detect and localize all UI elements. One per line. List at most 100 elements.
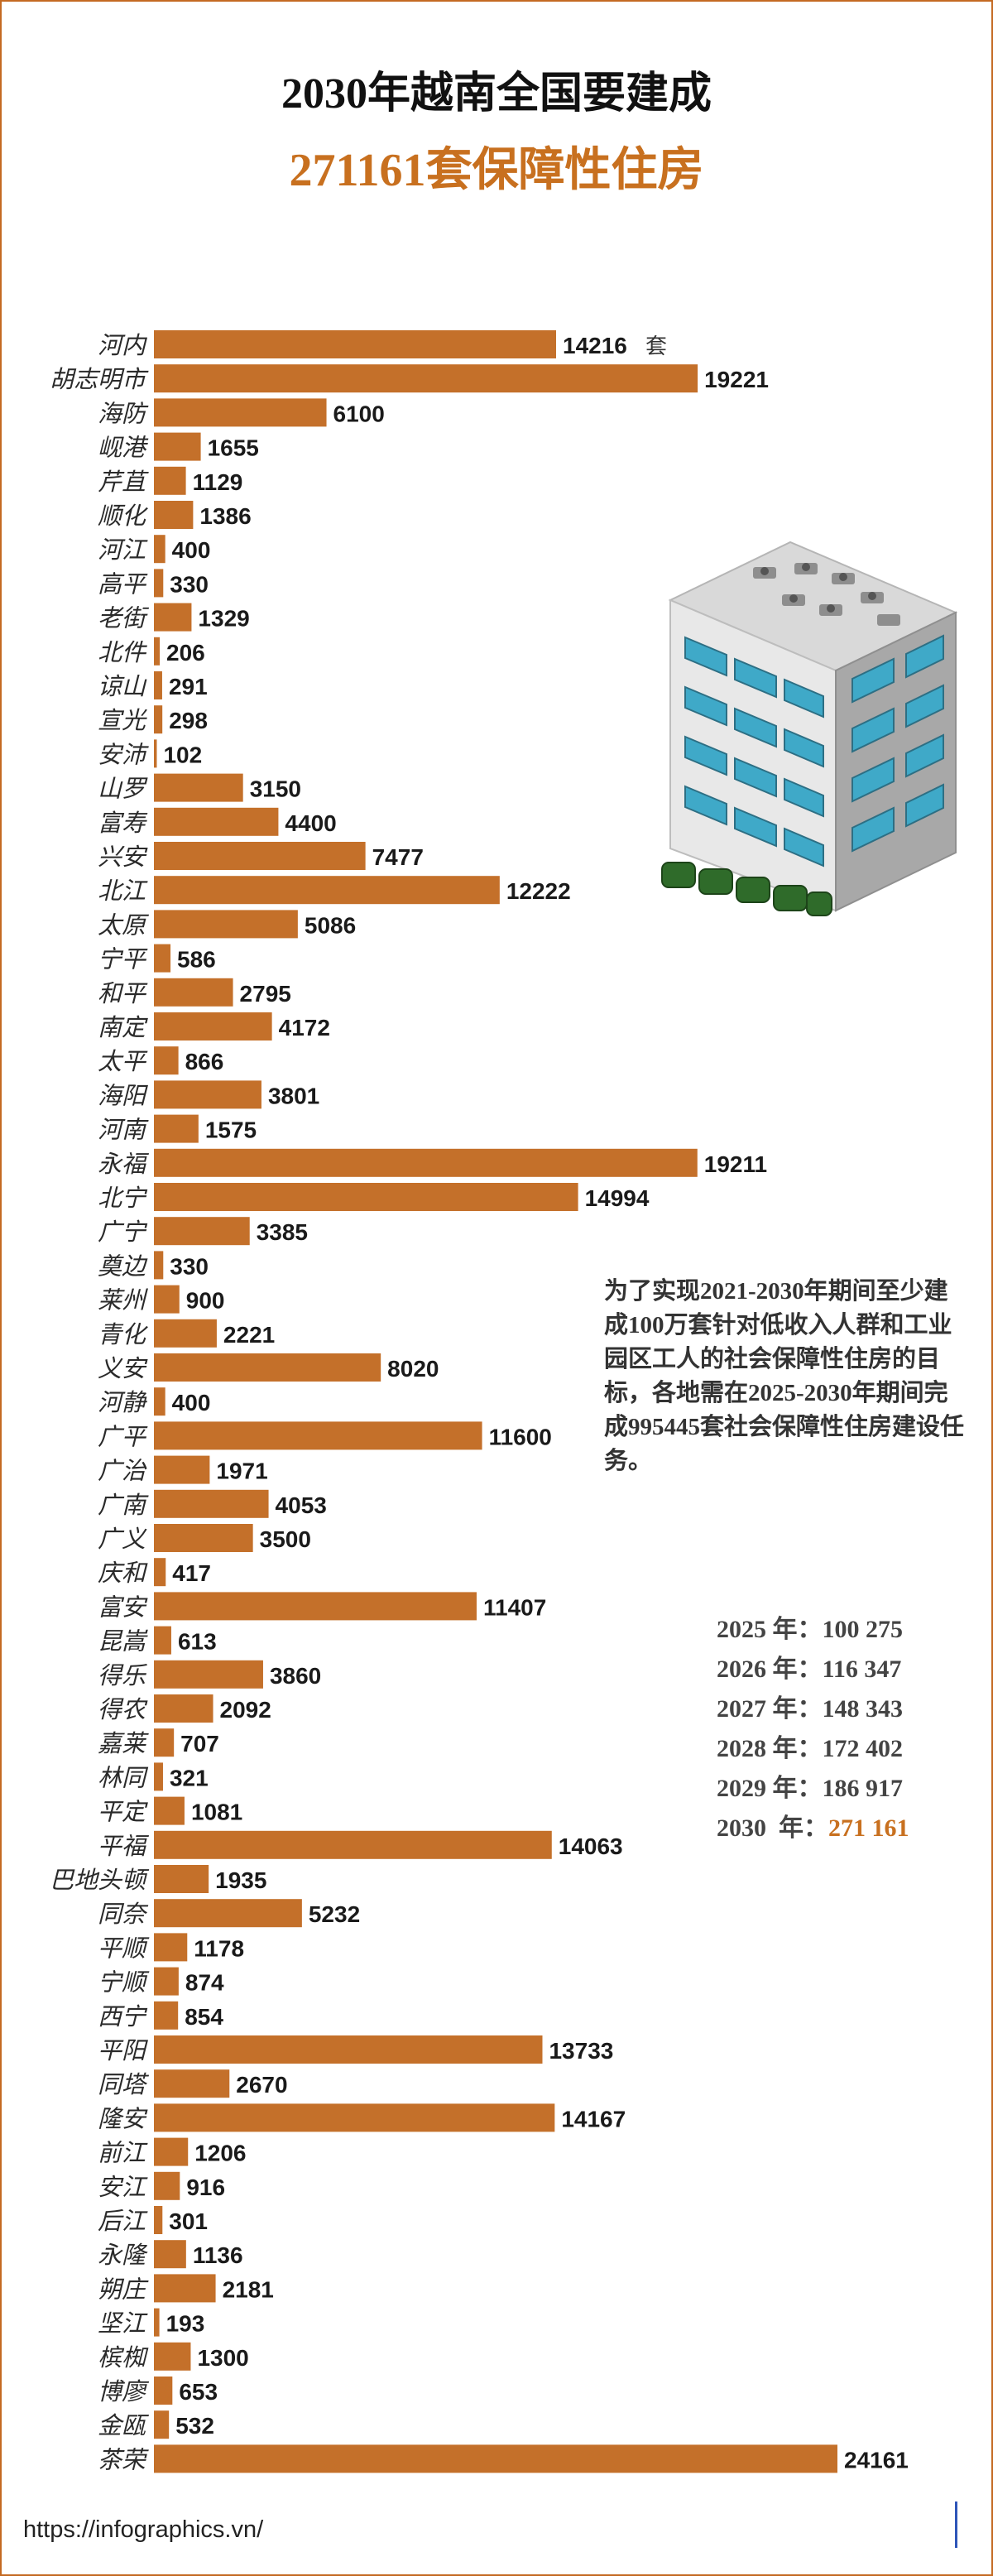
value-label: 102 [163, 742, 202, 767]
bar [154, 1217, 250, 1246]
bar [154, 569, 164, 598]
value-label: 916 [186, 2175, 225, 2200]
bar [154, 2342, 191, 2371]
value-label: 13733 [549, 2038, 613, 2064]
year-row-2028: 2028 年：172 402 [717, 1735, 903, 1762]
category-label: 富寿 [98, 809, 148, 837]
value-label: 1206 [194, 2141, 246, 2166]
year-row-2029: 2029 年：186 917 [717, 1775, 903, 1802]
value-label: 14994 [585, 1185, 650, 1211]
category-label: 朔庄 [98, 2275, 149, 2303]
value-label: 193 [166, 2311, 205, 2337]
category-label: 金瓯 [98, 2411, 150, 2439]
category-label: 永福 [98, 1150, 150, 1178]
value-label: 298 [169, 708, 208, 733]
category-label: 广治 [98, 1457, 147, 1485]
category-label: 后江 [98, 2207, 148, 2235]
bar [154, 1421, 482, 1450]
bar [154, 1830, 552, 1859]
value-label: 24161 [844, 2447, 909, 2473]
category-label: 庆和 [98, 1559, 148, 1587]
value-label: 3385 [257, 1219, 308, 1245]
category-label: 博廖 [98, 2377, 150, 2405]
value-label: 14167 [561, 2106, 626, 2131]
category-label: 海防 [98, 399, 149, 427]
category-label: 前江 [98, 2139, 148, 2167]
category-label: 北件 [98, 638, 147, 666]
category-label: 嘉莱 [98, 1729, 149, 1757]
value-label: 2092 [220, 1697, 271, 1723]
value-label: 1935 [215, 1867, 266, 1893]
category-label: 坚江 [98, 2309, 148, 2338]
bar [154, 1592, 477, 1621]
value-label: 1971 [216, 1459, 267, 1484]
category-label: 莱州 [98, 1286, 148, 1314]
value-label: 613 [178, 1629, 217, 1655]
bar [154, 2137, 189, 2166]
value-label: 2221 [223, 1322, 275, 1348]
bar [154, 1626, 171, 1655]
category-label: 永隆 [98, 2241, 148, 2269]
bar [154, 330, 557, 358]
bar [154, 1796, 185, 1825]
category-label: 安江 [98, 2173, 148, 2201]
category-label: 兴安 [98, 843, 148, 871]
category-label: 河江 [98, 536, 148, 564]
category-label: 林同 [98, 1763, 149, 1791]
value-label: 2670 [236, 2072, 287, 2098]
value-label: 4400 [285, 810, 336, 836]
value-label: 532 [175, 2413, 214, 2439]
bar [154, 2206, 163, 2234]
value-label: 206 [166, 640, 205, 666]
category-label: 平阳 [98, 2036, 148, 2064]
bar [154, 1285, 180, 1314]
category-label: 青化 [98, 1320, 148, 1348]
bar [154, 1660, 263, 1689]
bar [154, 1114, 199, 1143]
category-label: 隆安 [98, 2104, 148, 2132]
category-label: 和平 [98, 979, 148, 1007]
bar [154, 739, 157, 768]
value-label: 854 [185, 2004, 223, 2030]
value-label: 417 [172, 1560, 211, 1586]
value-label: 5232 [309, 1901, 360, 1927]
category-label: 宣光 [98, 706, 147, 734]
bar [154, 978, 233, 1007]
bar [154, 364, 698, 393]
category-label: 平福 [98, 1832, 150, 1860]
source-link[interactable]: https://infographics.vn/ [23, 2516, 264, 2543]
category-label: 广义 [98, 1525, 147, 1553]
category-label: 茶荣 [98, 2445, 149, 2473]
bar [154, 1865, 209, 1893]
value-label: 586 [177, 947, 216, 973]
bar [154, 1046, 179, 1075]
bar [154, 535, 166, 564]
category-label: 平定 [98, 1798, 148, 1826]
value-label: 4172 [279, 1015, 330, 1040]
value-label: 19211 [704, 1151, 767, 1177]
bar [154, 1387, 166, 1416]
value-label: 707 [180, 1731, 219, 1757]
bar [154, 2274, 216, 2303]
category-label: 同塔 [98, 2070, 150, 2098]
info-note: 为了实现2021-2030年期间至少建成100万套针对低收入人群和工业园区工人的… [604, 1278, 965, 1474]
value-label: 2795 [240, 981, 291, 1007]
bar [154, 1694, 213, 1723]
year-row-2025: 2025 年：100 275 [717, 1616, 903, 1643]
bar [154, 2069, 230, 2098]
value-label: 1300 [197, 2345, 248, 2371]
value-label: 14063 [559, 1833, 623, 1859]
category-label: 岘港 [98, 434, 149, 462]
bar [154, 603, 192, 632]
category-label: 得乐 [98, 1661, 147, 1689]
category-label: 太平 [98, 1047, 148, 1075]
unit-label: 套 [645, 334, 667, 359]
value-label: 7477 [372, 844, 424, 870]
value-label: 400 [172, 537, 211, 563]
value-label: 1136 [193, 2242, 243, 2268]
value-label: 3860 [270, 1663, 321, 1689]
category-label: 河内 [98, 331, 148, 359]
value-label: 5086 [305, 912, 356, 938]
